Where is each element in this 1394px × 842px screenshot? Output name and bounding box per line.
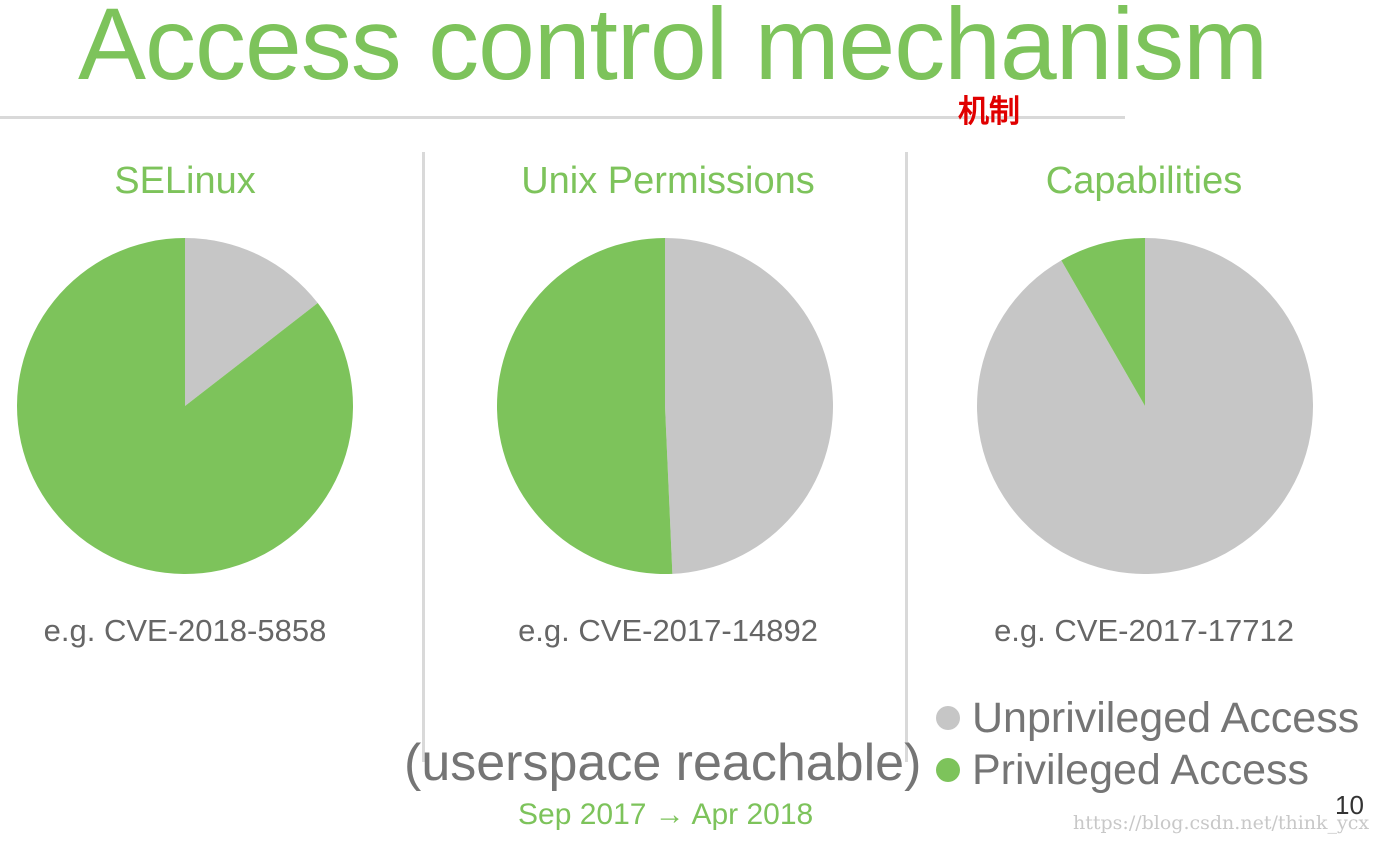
pie-slice-selinux-unprivileged <box>185 238 318 406</box>
panel-divider-left <box>422 152 425 762</box>
chart-caption-capabilities: e.g. CVE-2017-17712 <box>994 613 1294 648</box>
legend-dot-unprivileged <box>936 706 960 730</box>
legend-item-privileged: Privileged Access <box>936 744 1359 796</box>
pie-slice-selinux-privileged <box>17 238 354 574</box>
pie-chart-unix-permissions <box>497 238 834 574</box>
handwritten-annotation: 机制 <box>958 94 1020 130</box>
pie-slice-unix-permissions-privileged <box>497 238 673 574</box>
pie-chart-selinux <box>17 238 354 574</box>
pie-chart-capabilities <box>977 238 1313 574</box>
slide-title: Access control mechanism <box>78 0 1268 101</box>
page-number: 10 <box>1335 790 1364 820</box>
date-range: Sep 2017 → Apr 2018 <box>518 798 814 831</box>
legend-label-privileged: Privileged Access <box>972 745 1309 794</box>
chart-legend: Unprivileged Access Privileged Access <box>936 692 1359 796</box>
title-underline <box>0 116 1125 119</box>
chart-title-selinux: SELinux <box>114 160 256 202</box>
pie-slice-capabilities-privileged <box>1061 238 1145 406</box>
legend-item-unprivileged: Unprivileged Access <box>936 692 1359 744</box>
chart-title-capabilities: Capabilities <box>1045 160 1243 202</box>
watermark: https://blog.csdn.net/think_ycx <box>1073 812 1370 834</box>
reachability-note: (userspace reachable) <box>404 734 922 792</box>
panel-divider-right <box>905 152 908 762</box>
pie-slice-unix-permissions-unprivileged <box>665 238 834 574</box>
legend-label-unprivileged: Unprivileged Access <box>972 693 1360 742</box>
chart-caption-unix-permissions: e.g. CVE-2017-14892 <box>518 613 818 648</box>
chart-title-unix-permissions: Unix Permissions <box>521 160 815 202</box>
chart-caption-selinux: e.g. CVE-2018-5858 <box>43 613 327 648</box>
legend-dot-privileged <box>936 758 960 782</box>
